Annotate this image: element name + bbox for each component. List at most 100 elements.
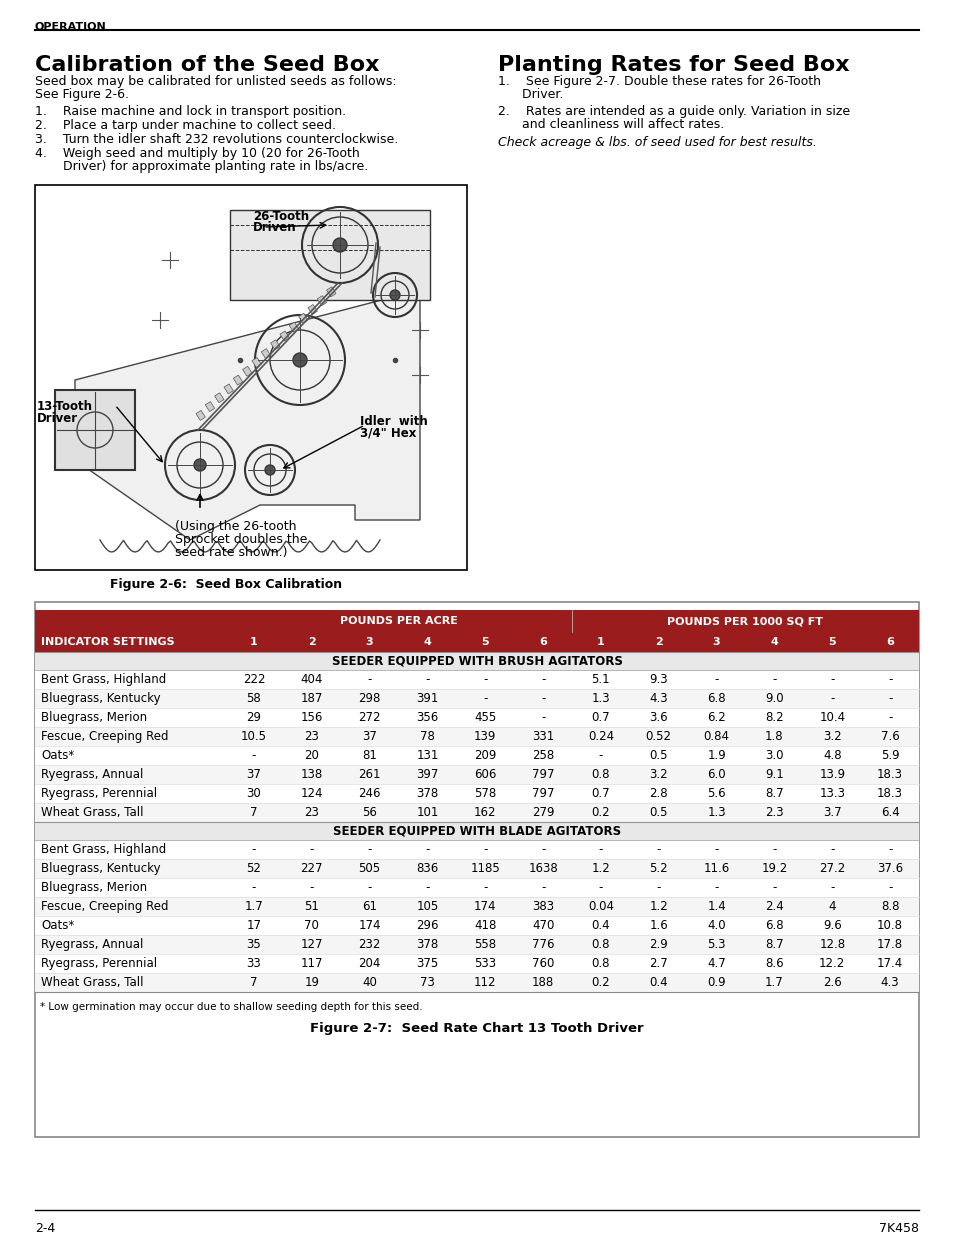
Text: Bluegrass, Merion: Bluegrass, Merion xyxy=(41,881,147,894)
Text: -: - xyxy=(367,844,372,856)
Text: 222: 222 xyxy=(242,673,265,685)
Text: 2.4: 2.4 xyxy=(764,900,783,913)
Text: 174: 174 xyxy=(474,900,496,913)
Circle shape xyxy=(193,459,206,471)
Text: 3: 3 xyxy=(365,637,373,647)
Text: -: - xyxy=(252,844,255,856)
Text: 5.2: 5.2 xyxy=(649,862,667,876)
Text: 58: 58 xyxy=(246,692,261,705)
Text: 37: 37 xyxy=(246,768,261,781)
Text: 232: 232 xyxy=(358,939,380,951)
Text: 18.3: 18.3 xyxy=(876,787,902,800)
Polygon shape xyxy=(75,290,419,540)
Text: 0.24: 0.24 xyxy=(587,730,614,743)
Bar xyxy=(298,314,308,324)
Text: 383: 383 xyxy=(532,900,554,913)
Text: 37: 37 xyxy=(362,730,376,743)
Bar xyxy=(35,935,918,953)
Text: 296: 296 xyxy=(416,919,438,932)
Text: 1: 1 xyxy=(597,637,604,647)
Text: 12.8: 12.8 xyxy=(819,939,844,951)
Text: 13-Tooth: 13-Tooth xyxy=(37,400,92,412)
Text: 5.9: 5.9 xyxy=(880,748,899,762)
Text: -: - xyxy=(771,673,776,685)
Text: -: - xyxy=(656,881,660,894)
Text: 1.    Raise machine and lock in transport position.: 1. Raise machine and lock in transport p… xyxy=(35,105,346,119)
Text: -: - xyxy=(540,673,545,685)
Text: 2.6: 2.6 xyxy=(822,976,841,989)
Text: 1.2: 1.2 xyxy=(649,900,667,913)
Text: 1.7: 1.7 xyxy=(764,976,783,989)
Text: 33: 33 xyxy=(246,957,261,969)
Text: Check acreage & lbs. of seed used for best results.: Check acreage & lbs. of seed used for be… xyxy=(497,136,816,149)
Text: OPERATION: OPERATION xyxy=(35,22,107,32)
Text: 56: 56 xyxy=(362,806,376,819)
Text: 0.8: 0.8 xyxy=(591,939,610,951)
Text: 209: 209 xyxy=(474,748,496,762)
Text: Planting Rates for Seed Box: Planting Rates for Seed Box xyxy=(497,56,849,75)
Text: 8.8: 8.8 xyxy=(880,900,899,913)
Bar xyxy=(205,401,214,411)
Text: 3.6: 3.6 xyxy=(649,711,667,724)
Text: 117: 117 xyxy=(300,957,323,969)
Text: and cleanliness will affect rates.: and cleanliness will affect rates. xyxy=(497,119,723,131)
Bar xyxy=(35,916,918,935)
Circle shape xyxy=(390,290,399,300)
Bar xyxy=(35,610,918,632)
Text: 246: 246 xyxy=(358,787,380,800)
Text: 8.6: 8.6 xyxy=(764,957,783,969)
Text: 0.5: 0.5 xyxy=(649,806,667,819)
Text: 2.8: 2.8 xyxy=(649,787,667,800)
Bar xyxy=(233,375,242,385)
Bar xyxy=(261,348,271,358)
Bar xyxy=(35,878,918,897)
Text: -: - xyxy=(829,673,834,685)
Text: 6.8: 6.8 xyxy=(764,919,783,932)
Text: -: - xyxy=(887,844,891,856)
Text: 776: 776 xyxy=(531,939,554,951)
Text: Sprocket doubles the: Sprocket doubles the xyxy=(174,534,307,546)
Text: -: - xyxy=(771,881,776,894)
Bar xyxy=(289,322,298,332)
Circle shape xyxy=(333,238,347,252)
Text: 470: 470 xyxy=(532,919,554,932)
Text: 3/4" Hex: 3/4" Hex xyxy=(359,427,416,440)
Text: 397: 397 xyxy=(416,768,438,781)
Text: 7.6: 7.6 xyxy=(880,730,899,743)
Text: Driver.: Driver. xyxy=(497,88,563,101)
Bar xyxy=(230,210,430,300)
Text: 2.    Place a tarp under machine to collect seed.: 2. Place a tarp under machine to collect… xyxy=(35,119,335,132)
Text: 8.7: 8.7 xyxy=(764,787,783,800)
Text: 204: 204 xyxy=(358,957,380,969)
Text: -: - xyxy=(540,844,545,856)
Text: 3.7: 3.7 xyxy=(822,806,841,819)
Text: 138: 138 xyxy=(300,768,322,781)
Text: Ryegrass, Perennial: Ryegrass, Perennial xyxy=(41,787,157,800)
Text: 0.4: 0.4 xyxy=(591,919,610,932)
Text: 391: 391 xyxy=(416,692,438,705)
Text: 2.7: 2.7 xyxy=(649,957,667,969)
Text: 0.8: 0.8 xyxy=(591,957,610,969)
Text: 2.3: 2.3 xyxy=(764,806,783,819)
Bar xyxy=(35,185,467,571)
Text: 797: 797 xyxy=(531,768,554,781)
Bar xyxy=(308,305,317,315)
Bar xyxy=(279,331,289,341)
Text: 20: 20 xyxy=(304,748,319,762)
Text: 378: 378 xyxy=(416,939,438,951)
Text: 3: 3 xyxy=(712,637,720,647)
Text: 174: 174 xyxy=(358,919,380,932)
Text: 4.8: 4.8 xyxy=(822,748,841,762)
Text: Figure 2-6:  Seed Box Calibration: Figure 2-6: Seed Box Calibration xyxy=(110,578,342,592)
Text: SEEDER EQUIPPED WITH BLADE AGITATORS: SEEDER EQUIPPED WITH BLADE AGITATORS xyxy=(333,825,620,837)
Text: 40: 40 xyxy=(362,976,376,989)
Text: 6.4: 6.4 xyxy=(880,806,899,819)
Circle shape xyxy=(265,466,274,475)
Text: POUNDS PER ACRE: POUNDS PER ACRE xyxy=(339,616,456,626)
Text: 5: 5 xyxy=(481,637,489,647)
Text: -: - xyxy=(714,881,718,894)
Text: 4: 4 xyxy=(423,637,431,647)
Text: 6: 6 xyxy=(538,637,546,647)
Text: -: - xyxy=(309,881,314,894)
Text: 127: 127 xyxy=(300,939,323,951)
